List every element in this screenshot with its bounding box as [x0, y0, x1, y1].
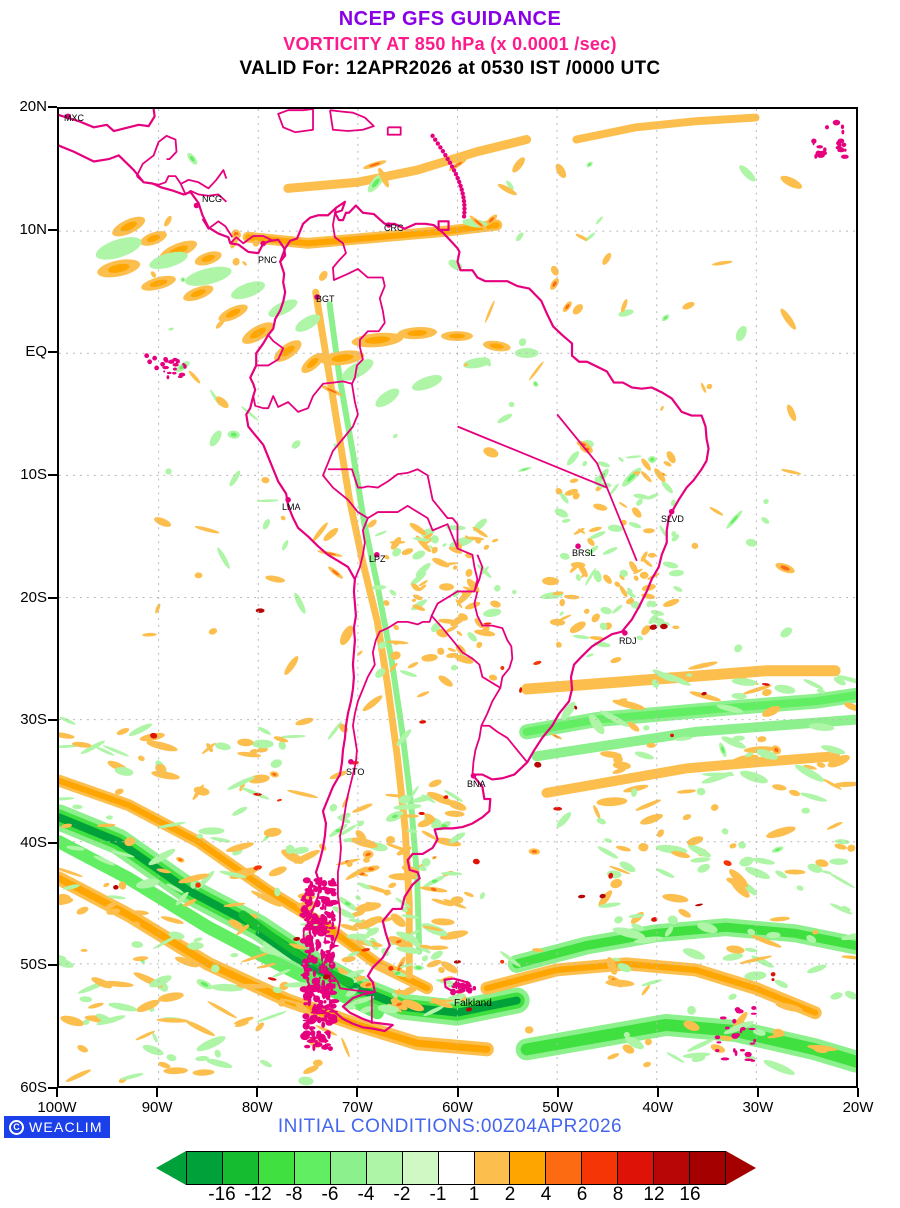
- city-label-bna: BNA: [467, 779, 486, 789]
- page-title-line1: NCEP GFS GUIDANCE: [338, 8, 562, 30]
- colorbar-cell[interactable]: [366, 1152, 403, 1184]
- colorbar-cell[interactable]: [187, 1152, 223, 1184]
- x-tick: [256, 1088, 259, 1097]
- y-tick: [48, 596, 57, 599]
- y-tick: [48, 228, 57, 231]
- title-block: NCEP GFS GUIDANCE VORTICITY AT 850 hPa (…: [0, 0, 900, 81]
- x-tick: [156, 1088, 159, 1097]
- page-title-line2: VORTICITY AT 850 hPa (x 0.0001 /sec): [283, 34, 617, 54]
- colorbar-cell[interactable]: [654, 1152, 691, 1184]
- initial-conditions-label: INITIAL CONDITIONS:00Z04APR2026: [277, 1116, 623, 1137]
- colorbar-cell[interactable]: [258, 1152, 295, 1184]
- colorbar-cell[interactable]: [402, 1152, 439, 1184]
- graticule-layer: [59, 109, 856, 1086]
- colorbar-tick: 4: [540, 1184, 552, 1205]
- y-tick: [48, 106, 57, 108]
- x-tick: [356, 1088, 359, 1097]
- colorbar-cell[interactable]: [438, 1152, 475, 1184]
- colorbar-cell[interactable]: [474, 1152, 511, 1184]
- x-axis-label: 70W: [341, 1099, 373, 1116]
- colorbar-cell[interactable]: [222, 1152, 259, 1184]
- y-axis-label: 10S: [20, 465, 47, 483]
- x-tick: [656, 1088, 659, 1097]
- x-tick: [56, 1088, 58, 1097]
- y-axis-label: 20S: [20, 588, 47, 606]
- city-label-sto: STO: [346, 767, 365, 777]
- city-label-ncg: NCG: [202, 194, 222, 204]
- colorbar-tick: 8: [612, 1184, 624, 1205]
- colorbar-under-arrow: [156, 1151, 186, 1185]
- city-label-brsl: BRSL: [572, 548, 596, 558]
- vorticity-map-svg: [59, 109, 856, 1086]
- colorbar-cell[interactable]: [546, 1152, 583, 1184]
- y-tick: [48, 719, 57, 722]
- colorbar-tick: 1: [468, 1184, 480, 1205]
- colorbar-cells[interactable]: [186, 1151, 726, 1185]
- colorbar-tick: 6: [576, 1184, 588, 1205]
- map-plot-area[interactable]: MXC NCG PNC CRC BGT LMA LPZ BRSL SLVD RDJ STO BNA Fa…: [57, 107, 858, 1088]
- colorbar-cell[interactable]: [294, 1152, 331, 1184]
- colorbar-cell[interactable]: [510, 1152, 547, 1184]
- y-tick: [48, 1087, 57, 1089]
- x-axis-label: 50W: [542, 1099, 574, 1116]
- y-axis-label: EQ: [25, 343, 47, 361]
- weaclim-logo: C WEACLIM: [4, 1116, 110, 1138]
- city-label-falkland: Falkland: [454, 998, 492, 1009]
- y-tick: [48, 473, 57, 476]
- x-tick: [857, 1088, 859, 1097]
- colorbar-tick: 16: [679, 1184, 701, 1205]
- colorbar-tick-labels: -16 -12 -8 -6 -4 -2 -1 1 2 4 6 8 12 16: [156, 1184, 756, 1208]
- y-axis-label: 40S: [20, 833, 47, 851]
- city-label-rdj: RDJ: [619, 636, 637, 646]
- colorbar-tick: 2: [504, 1184, 516, 1205]
- colorbar-cell[interactable]: [618, 1152, 655, 1184]
- colorbar-over-arrow: [726, 1151, 756, 1185]
- colorbar[interactable]: [156, 1151, 756, 1185]
- copyright-icon: C: [9, 1119, 24, 1135]
- x-axis-label: 30W: [742, 1099, 774, 1116]
- city-label-pnc: PNC: [258, 255, 278, 265]
- x-tick: [556, 1088, 559, 1097]
- city-label-lpz: LPZ: [369, 554, 386, 564]
- x-axis-label: 90W: [141, 1099, 173, 1116]
- y-axis-label: 20N: [19, 98, 47, 115]
- y-tick: [48, 964, 57, 967]
- city-label-bgt: BGT: [316, 294, 335, 304]
- city-label-crc: CRC: [384, 223, 404, 233]
- y-tick: [48, 351, 57, 354]
- colorbar-cell[interactable]: [582, 1152, 619, 1184]
- y-axis-label: 60S: [20, 1079, 47, 1096]
- colorbar-cell[interactable]: [690, 1152, 726, 1184]
- y-axis-label: 30S: [20, 711, 47, 729]
- colorbar-cell[interactable]: [330, 1152, 367, 1184]
- logo-label: WEACLIM: [29, 1119, 103, 1135]
- x-axis-label: 20W: [842, 1099, 874, 1116]
- y-axis-label: 50S: [20, 956, 47, 974]
- page-title-line3: VALID For: 12APR2026 at 0530 IST /0000 U…: [239, 58, 661, 79]
- coastline-layer: [59, 109, 710, 1033]
- y-axis-label: 10N: [19, 220, 47, 238]
- city-label-slvd: SLVD: [661, 514, 684, 524]
- x-tick: [456, 1088, 459, 1097]
- y-tick: [48, 841, 57, 844]
- x-tick: [756, 1088, 759, 1097]
- x-axis-label: 60W: [442, 1099, 473, 1116]
- x-axis-label: 100W: [37, 1099, 77, 1116]
- city-label-lma: LMA: [282, 502, 301, 512]
- x-axis-label: 80W: [241, 1099, 273, 1116]
- x-axis-label: 40W: [642, 1099, 674, 1116]
- vorticity-field-layer: [59, 113, 856, 1086]
- city-label-mxc: MXC: [64, 113, 84, 123]
